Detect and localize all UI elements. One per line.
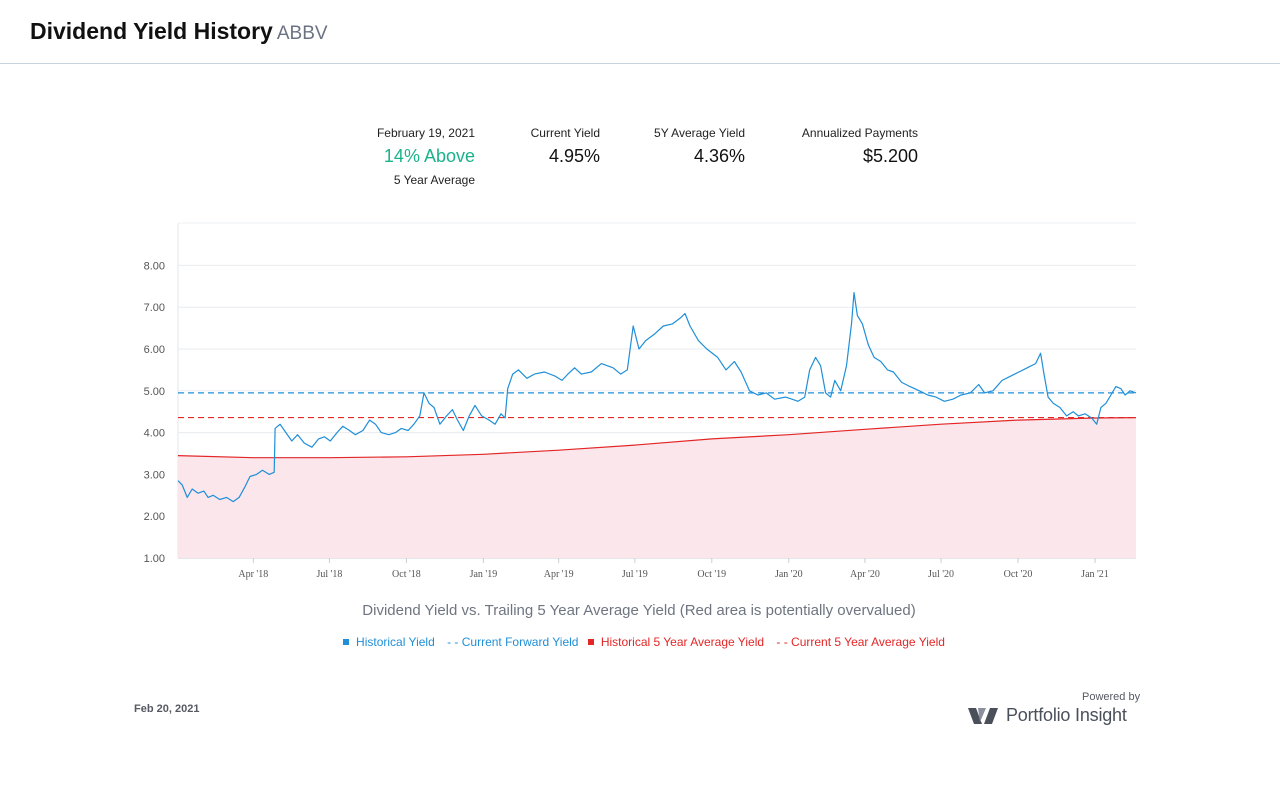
historical-5y-avg-line [177,417,1137,459]
y-tick-label: 6.00 [144,344,165,356]
brand-name: Portfolio Insight [1006,705,1127,725]
legend-historical-5y-avg[interactable]: Historical 5 Year Average Yield [587,635,767,649]
stat-annualized-value: $5.200 [862,146,918,166]
y-tick-label: 5.00 [144,386,165,398]
x-tick-label: Apr '19 [544,569,574,580]
legend-square-icon [587,638,594,645]
legend-label: Historical Yield [356,635,435,649]
powered-by-text: Powered by [1082,691,1141,703]
overvalued-area [178,417,1136,558]
x-tick-label: Apr '18 [238,569,268,580]
title-text: Dividend Yield History [30,18,273,44]
x-tick-label: Jul '19 [622,569,648,580]
y-tick-label: 4.00 [144,428,165,440]
stat-current-yield: Current Yield 4.95% [500,126,600,167]
yield-chart: 1.00 2.00 3.00 4.00 5.00 6.00 7.00 8.00 Apr '18 J… [144,222,1137,580]
x-tick-label: Oct '19 [697,569,726,580]
y-tick-label: 2.00 [144,511,165,523]
historical-yield-line [177,292,1137,503]
x-tick-label: Jan '20 [775,569,803,580]
x-tick-label: Jan '19 [470,569,498,580]
chart-legend: Historical Yield - - Current Forward Yie… [0,635,1280,649]
stat-annualized-label: Annualized Payments [801,126,918,140]
y-tick-label: 8.00 [144,260,165,272]
legend-label: Historical 5 Year Average Yield [600,635,765,649]
stat-avg-yield-value: 4.36% [693,146,745,166]
portfolio-insight-logo-icon [968,707,998,724]
stat-current-yield-label: Current Yield [530,126,600,140]
x-tick-label: Oct '20 [1004,569,1033,580]
x-tick-label: Jul '20 [928,569,954,580]
stat-current-yield-value: 4.95% [548,146,600,166]
stat-relative-sub: 5 Year Average [393,173,475,187]
legend-historical-yield[interactable]: Historical Yield [343,635,438,649]
page-header: Dividend Yield History ABBV [0,0,1280,64]
stat-relative-value: 14% Above [383,146,475,166]
x-tick-label: Apr '20 [850,569,880,580]
y-tick-label: 3.00 [144,469,165,481]
stat-annualized: Annualized Payments $5.200 [780,126,918,167]
stat-relative: February 19, 2021 14% Above 5 Year Avera… [360,126,475,187]
y-tick-label: 7.00 [144,302,165,314]
stat-date-label: February 19, 2021 [376,126,475,140]
stat-avg-yield-label: 5Y Average Yield [654,126,745,140]
brand-logo[interactable]: Portfolio Insight [968,705,1127,726]
x-tick-label: Oct '18 [392,569,421,580]
legend-square-icon [343,638,350,645]
footer-date: Feb 20, 2021 [134,703,200,715]
page-title: Dividend Yield History ABBV [30,18,328,45]
legend-current-5y-avg[interactable]: - - Current 5 Year Average Yield [776,635,945,649]
legend-current-forward-yield[interactable]: - - Current Forward Yield [447,635,579,649]
stat-avg-yield: 5Y Average Yield 4.36% [630,126,745,167]
y-tick-label: 1.00 [144,553,165,565]
chart-subtitle: Dividend Yield vs. Trailing 5 Year Avera… [362,602,916,619]
ticker-symbol: ABBV [276,23,328,44]
x-tick-label: Jul '18 [316,569,342,580]
x-tick-label: Jan '21 [1081,569,1109,580]
